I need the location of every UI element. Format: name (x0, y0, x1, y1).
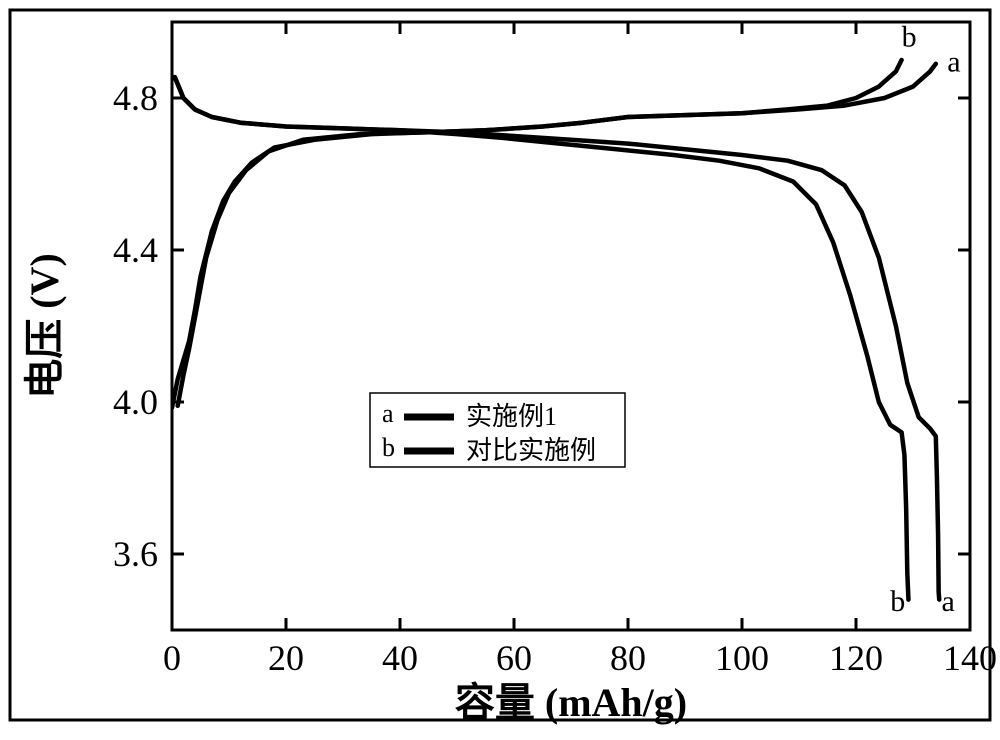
series-a_discharge (175, 77, 939, 600)
x-tick-label: 60 (496, 638, 532, 678)
x-tick-label: 20 (268, 638, 304, 678)
series-b_discharge (175, 77, 909, 600)
legend-marker: a (382, 399, 394, 428)
chart-container: 0 20 40 60 80 100 120 140 容量 (mAh/g) 3.6 4.0 4.4 4.8… (0, 0, 1000, 735)
curve-end-label-bottom: b (890, 585, 905, 618)
x-tick-label: 80 (610, 638, 646, 678)
y-axis-label: 电压 (V) (22, 253, 67, 399)
curve-end-label-bottom: a (942, 585, 955, 618)
curve-end-label-top: a (947, 45, 960, 78)
curve-end-label-top: b (902, 21, 917, 54)
y-tick-label: 4.0 (113, 382, 158, 422)
y-tick-label: 4.8 (113, 78, 158, 118)
plot-border (172, 22, 970, 630)
x-tick-label: 120 (829, 638, 883, 678)
legend-label: 实施例1 (466, 402, 557, 431)
y-tick-label: 3.6 (113, 534, 158, 574)
legend-marker: b (382, 433, 395, 462)
series-a_charge (172, 64, 936, 408)
x-tick-label: 100 (715, 638, 769, 678)
x-tick-label: 40 (382, 638, 418, 678)
voltage-capacity-chart: 0 20 40 60 80 100 120 140 容量 (mAh/g) 3.6 4.0 4.4 4.8… (0, 0, 1000, 735)
x-axis-label: 容量 (mAh/g) (455, 680, 687, 725)
y-tick-label: 4.4 (113, 230, 158, 270)
x-tick-label: 0 (163, 638, 181, 678)
legend-label: 对比实施例 (466, 436, 596, 465)
x-tick-label: 140 (943, 638, 997, 678)
